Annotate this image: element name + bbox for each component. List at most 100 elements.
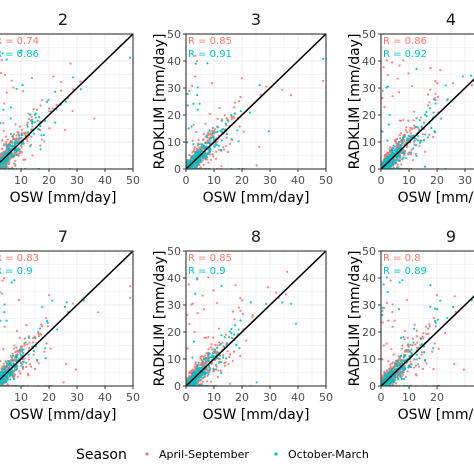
point-october-march [418, 119, 421, 122]
point-october-march [15, 346, 18, 349]
point-april-september [10, 79, 13, 82]
point-october-march [3, 303, 6, 306]
point-april-september [216, 376, 220, 379]
point-october-march [33, 121, 36, 124]
point-april-september [201, 380, 204, 383]
point-april-september [188, 322, 191, 326]
point-april-september [209, 346, 212, 349]
point-april-september [429, 67, 432, 70]
point-october-march [10, 153, 13, 156]
point-october-march [196, 369, 200, 372]
point-april-september [413, 143, 416, 146]
point-april-september [231, 310, 235, 313]
point-april-september [216, 117, 219, 120]
point-april-september [437, 347, 440, 350]
point-october-march [383, 374, 386, 377]
point-april-september [389, 146, 392, 149]
point-october-march [391, 148, 394, 151]
y-tick-label: 30 [167, 82, 181, 95]
identity-line [186, 34, 326, 169]
point-april-september [28, 341, 31, 344]
point-october-march [21, 366, 25, 369]
point-october-march [195, 379, 198, 383]
point-april-september [230, 115, 233, 119]
point-april-september [65, 362, 68, 365]
point-october-march [219, 361, 223, 364]
point-april-september [47, 107, 51, 110]
point-april-september [204, 158, 207, 161]
point-october-march [5, 365, 8, 368]
point-april-september [40, 325, 44, 328]
point-october-march [208, 369, 211, 372]
point-october-march [198, 383, 201, 386]
point-april-september [203, 374, 207, 378]
point-april-september [404, 129, 407, 132]
point-october-march [194, 150, 197, 154]
panel-title: 9 [446, 227, 456, 246]
point-april-september [188, 371, 191, 375]
point-april-september [210, 348, 214, 351]
point-april-september [17, 132, 20, 136]
point-october-march [209, 148, 212, 151]
panel-border [0, 250, 134, 387]
point-april-september [209, 380, 213, 383]
point-october-march [436, 318, 440, 321]
point-october-march [402, 359, 405, 362]
x-tick-label: 10 [402, 174, 416, 187]
y-tick-label: 10 [362, 136, 376, 149]
point-april-september [284, 293, 287, 296]
point-april-september [239, 95, 242, 99]
point-april-september [2, 129, 5, 133]
point-april-september [436, 95, 440, 99]
x-tick-label: 40 [98, 391, 112, 404]
point-october-march [15, 151, 18, 154]
point-october-march [193, 379, 196, 383]
point-october-march [0, 291, 1, 294]
point-october-march [208, 142, 211, 145]
x-tick-label: 10 [14, 174, 28, 187]
point-october-march [405, 348, 408, 352]
point-april-september [228, 355, 231, 359]
point-april-september [21, 90, 25, 93]
point-april-september [390, 348, 393, 351]
point-april-september [25, 365, 28, 368]
point-october-march [410, 348, 413, 351]
point-april-september [391, 325, 394, 328]
point-october-march [395, 156, 399, 160]
point-october-march [44, 347, 47, 350]
point-october-march [211, 351, 215, 355]
point-october-march [403, 152, 406, 155]
point-october-march [193, 163, 196, 166]
point-april-september [227, 335, 231, 339]
point-april-september [194, 361, 198, 364]
point-october-march [265, 302, 268, 306]
point-april-september [186, 313, 189, 317]
point-october-march [194, 155, 197, 158]
point-october-march [9, 106, 13, 109]
point-october-march [221, 128, 224, 131]
point-october-march [206, 371, 209, 374]
point-october-march [20, 136, 23, 139]
point-april-september [191, 368, 194, 371]
point-october-march [10, 356, 13, 359]
point-october-march [200, 143, 204, 146]
point-april-september [208, 112, 211, 116]
point-april-september [420, 353, 423, 356]
point-october-march [400, 139, 403, 142]
point-april-september [26, 121, 29, 124]
point-april-september [198, 146, 202, 150]
point-april-september [397, 91, 401, 94]
point-april-september [20, 132, 23, 135]
point-april-september [432, 317, 436, 320]
point-october-march [398, 373, 402, 376]
point-april-september [275, 291, 278, 294]
point-april-september [5, 140, 8, 144]
point-april-september [422, 337, 425, 340]
point-april-september [2, 122, 5, 125]
point-october-march [45, 319, 49, 323]
point-april-september [432, 135, 435, 138]
point-october-march [203, 153, 206, 157]
point-october-march [1, 367, 4, 371]
point-october-march [199, 161, 202, 164]
